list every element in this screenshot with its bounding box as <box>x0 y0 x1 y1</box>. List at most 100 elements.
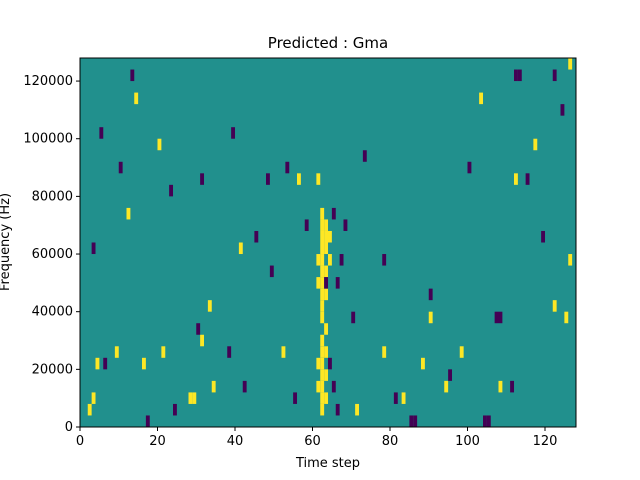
plot-frame <box>79 57 577 428</box>
heatmap-cell <box>382 254 387 266</box>
heatmap-cell <box>118 161 123 174</box>
heatmap-cell <box>459 346 464 358</box>
x-tick-label: 120 <box>533 434 558 449</box>
heatmap-cell <box>196 323 201 335</box>
heatmap-cell <box>238 242 243 255</box>
heatmap-cell <box>192 392 197 404</box>
heatmap-cell <box>552 300 557 312</box>
heatmap-cell <box>316 277 321 289</box>
heatmap-cell <box>320 403 325 416</box>
heatmap-cell <box>297 173 301 185</box>
heatmap-cell <box>200 173 205 185</box>
heatmap-cell <box>157 138 162 151</box>
heatmap-cell <box>320 288 325 301</box>
heatmap-cell <box>382 346 387 358</box>
heatmap-cell <box>320 242 325 255</box>
heatmap-cell <box>114 346 119 358</box>
heatmap-cell <box>95 357 100 370</box>
heatmap-cell <box>320 265 325 278</box>
heatmap-cell <box>134 92 139 105</box>
heatmap-cell <box>320 254 325 266</box>
heatmap-cell <box>173 403 177 416</box>
heatmap-cell <box>560 104 565 116</box>
heatmap-cell <box>211 380 216 393</box>
heatmap-cell <box>324 369 329 381</box>
x-axis: 0 20 40 60 80 100 120 <box>76 427 558 449</box>
y-axis-label: Frequency (Hz) <box>0 193 13 291</box>
x-axis-label: Time step <box>295 456 360 471</box>
heatmap-cell <box>541 230 546 243</box>
x-tick-label: 20 <box>149 434 166 449</box>
heatmap-cell <box>266 173 270 185</box>
heatmap-cell <box>498 311 503 324</box>
heatmap-cell <box>401 392 406 404</box>
heatmap-cell <box>335 403 340 416</box>
heatmap-cell <box>510 380 515 393</box>
heatmap-cell <box>242 380 247 393</box>
y-tick-label: 40000 <box>32 305 73 320</box>
heatmap-cell <box>316 254 321 266</box>
heatmap-cell <box>339 254 344 266</box>
heatmap-cell <box>91 242 96 255</box>
heatmap-cell <box>200 334 205 347</box>
heatmap-cells <box>87 58 573 427</box>
y-tick-label: 80000 <box>32 189 73 204</box>
heatmap-cell <box>483 415 487 427</box>
heatmap-cell <box>293 392 298 404</box>
heatmap-cell <box>320 230 325 243</box>
heatmap-cell <box>320 277 325 289</box>
heatmap-cell <box>324 242 329 255</box>
x-tick-label: 40 <box>227 434 244 449</box>
y-tick-label: 0 <box>65 420 73 435</box>
heatmap-cell <box>393 392 398 404</box>
heatmap-cell <box>316 357 321 370</box>
heatmap-cell <box>355 403 360 416</box>
heatmap-cell <box>328 357 332 370</box>
heatmap-cell <box>231 127 236 139</box>
heatmap-cell <box>320 369 325 381</box>
heatmap-cell <box>324 277 329 289</box>
heatmap-cell <box>343 219 348 231</box>
heatmap-cell <box>479 92 484 105</box>
heatmap-cell <box>304 219 309 231</box>
heatmap-cell <box>331 207 336 220</box>
heatmap-cell <box>328 230 332 243</box>
heatmap-cell <box>207 300 212 312</box>
y-tick-label: 20000 <box>32 362 73 377</box>
x-tick-label: 80 <box>382 434 399 449</box>
x-tick-label: 60 <box>304 434 321 449</box>
heatmap-cell <box>568 254 573 266</box>
heatmap-cell <box>269 265 274 278</box>
y-tick-label: 100000 <box>23 132 73 147</box>
heatmap-cell <box>533 138 538 151</box>
heatmap-cell <box>320 346 325 358</box>
heatmap-cell <box>281 346 286 358</box>
heatmap-cell <box>316 380 321 393</box>
heatmap-cell <box>316 173 321 185</box>
heatmap-cell <box>421 357 425 370</box>
heatmap-cell <box>161 346 166 358</box>
heatmap-cell <box>568 58 573 70</box>
heatmap-cell <box>409 415 414 427</box>
heatmap-cell <box>188 392 193 404</box>
heatmap-cell <box>320 311 325 324</box>
heatmap-cell <box>87 403 92 416</box>
heatmap-cell <box>525 173 530 185</box>
heatmap-cell <box>335 277 340 289</box>
heatmap-cell <box>564 311 569 324</box>
heatmap-cell <box>328 254 332 266</box>
heatmap-cell <box>320 380 325 393</box>
heatmap-cell <box>169 184 174 197</box>
heatmap-cell <box>324 265 329 278</box>
heatmap-cell <box>126 207 131 220</box>
heatmap-cell <box>227 346 232 358</box>
heatmap-cell <box>324 288 329 301</box>
heatmap-cell <box>331 380 336 393</box>
heatmap-cell <box>552 69 557 82</box>
heatmap-cell <box>362 150 367 162</box>
y-tick-label: 120000 <box>23 74 73 89</box>
heatmap-cell <box>324 230 329 243</box>
y-tick-label: 60000 <box>32 247 73 262</box>
heatmap-cell <box>320 357 325 370</box>
